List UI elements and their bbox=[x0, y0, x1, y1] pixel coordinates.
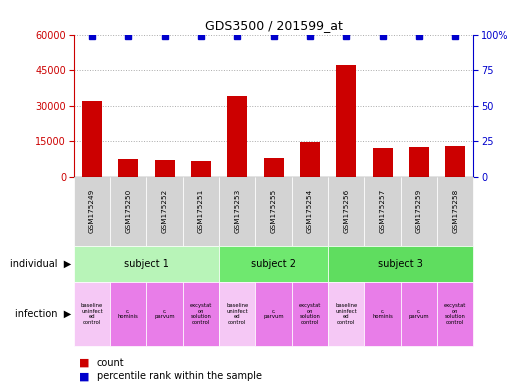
Text: GSM175259: GSM175259 bbox=[416, 189, 422, 233]
Bar bbox=[445, 146, 465, 177]
Bar bbox=[82, 101, 102, 177]
Text: GSM175255: GSM175255 bbox=[271, 189, 276, 233]
Text: GSM175253: GSM175253 bbox=[234, 189, 240, 233]
Text: c.
parvum: c. parvum bbox=[154, 308, 175, 319]
Text: GSM175254: GSM175254 bbox=[307, 189, 313, 233]
Bar bbox=[336, 65, 356, 177]
Text: GSM175249: GSM175249 bbox=[89, 189, 95, 233]
Text: baseline
uninfect
ed
control: baseline uninfect ed control bbox=[81, 303, 103, 325]
Text: GSM175250: GSM175250 bbox=[125, 189, 131, 233]
Text: baseline
uninfect
ed
control: baseline uninfect ed control bbox=[335, 303, 357, 325]
Bar bbox=[191, 161, 211, 177]
Text: GSM175251: GSM175251 bbox=[198, 189, 204, 233]
Text: ■: ■ bbox=[79, 371, 90, 381]
Title: GDS3500 / 201599_at: GDS3500 / 201599_at bbox=[205, 19, 343, 32]
Text: subject 3: subject 3 bbox=[378, 259, 423, 269]
Text: ■: ■ bbox=[79, 358, 90, 368]
Text: individual  ▶: individual ▶ bbox=[10, 259, 71, 269]
Text: excystat
on
solution
control: excystat on solution control bbox=[190, 303, 212, 325]
Text: GSM175256: GSM175256 bbox=[343, 189, 349, 233]
Text: count: count bbox=[97, 358, 124, 368]
Bar bbox=[228, 96, 247, 177]
Text: GSM175257: GSM175257 bbox=[380, 189, 385, 233]
Text: c.
hominis: c. hominis bbox=[118, 308, 139, 319]
Text: infection  ▶: infection ▶ bbox=[15, 309, 71, 319]
Text: GSM175258: GSM175258 bbox=[452, 189, 458, 233]
Text: subject 1: subject 1 bbox=[124, 259, 169, 269]
Text: c.
hominis: c. hominis bbox=[372, 308, 393, 319]
Bar bbox=[155, 160, 175, 177]
Text: c.
parvum: c. parvum bbox=[409, 308, 429, 319]
Text: excystat
on
solution
control: excystat on solution control bbox=[299, 303, 321, 325]
Text: baseline
uninfect
ed
control: baseline uninfect ed control bbox=[226, 303, 248, 325]
Text: c.
parvum: c. parvum bbox=[263, 308, 284, 319]
Text: excystat
on
solution
control: excystat on solution control bbox=[444, 303, 466, 325]
Text: subject 2: subject 2 bbox=[251, 259, 296, 269]
Bar bbox=[300, 142, 320, 177]
Bar bbox=[409, 147, 429, 177]
Text: GSM175252: GSM175252 bbox=[162, 189, 167, 233]
Text: percentile rank within the sample: percentile rank within the sample bbox=[97, 371, 262, 381]
Bar bbox=[118, 159, 138, 177]
Bar bbox=[373, 148, 392, 177]
Bar bbox=[264, 158, 284, 177]
